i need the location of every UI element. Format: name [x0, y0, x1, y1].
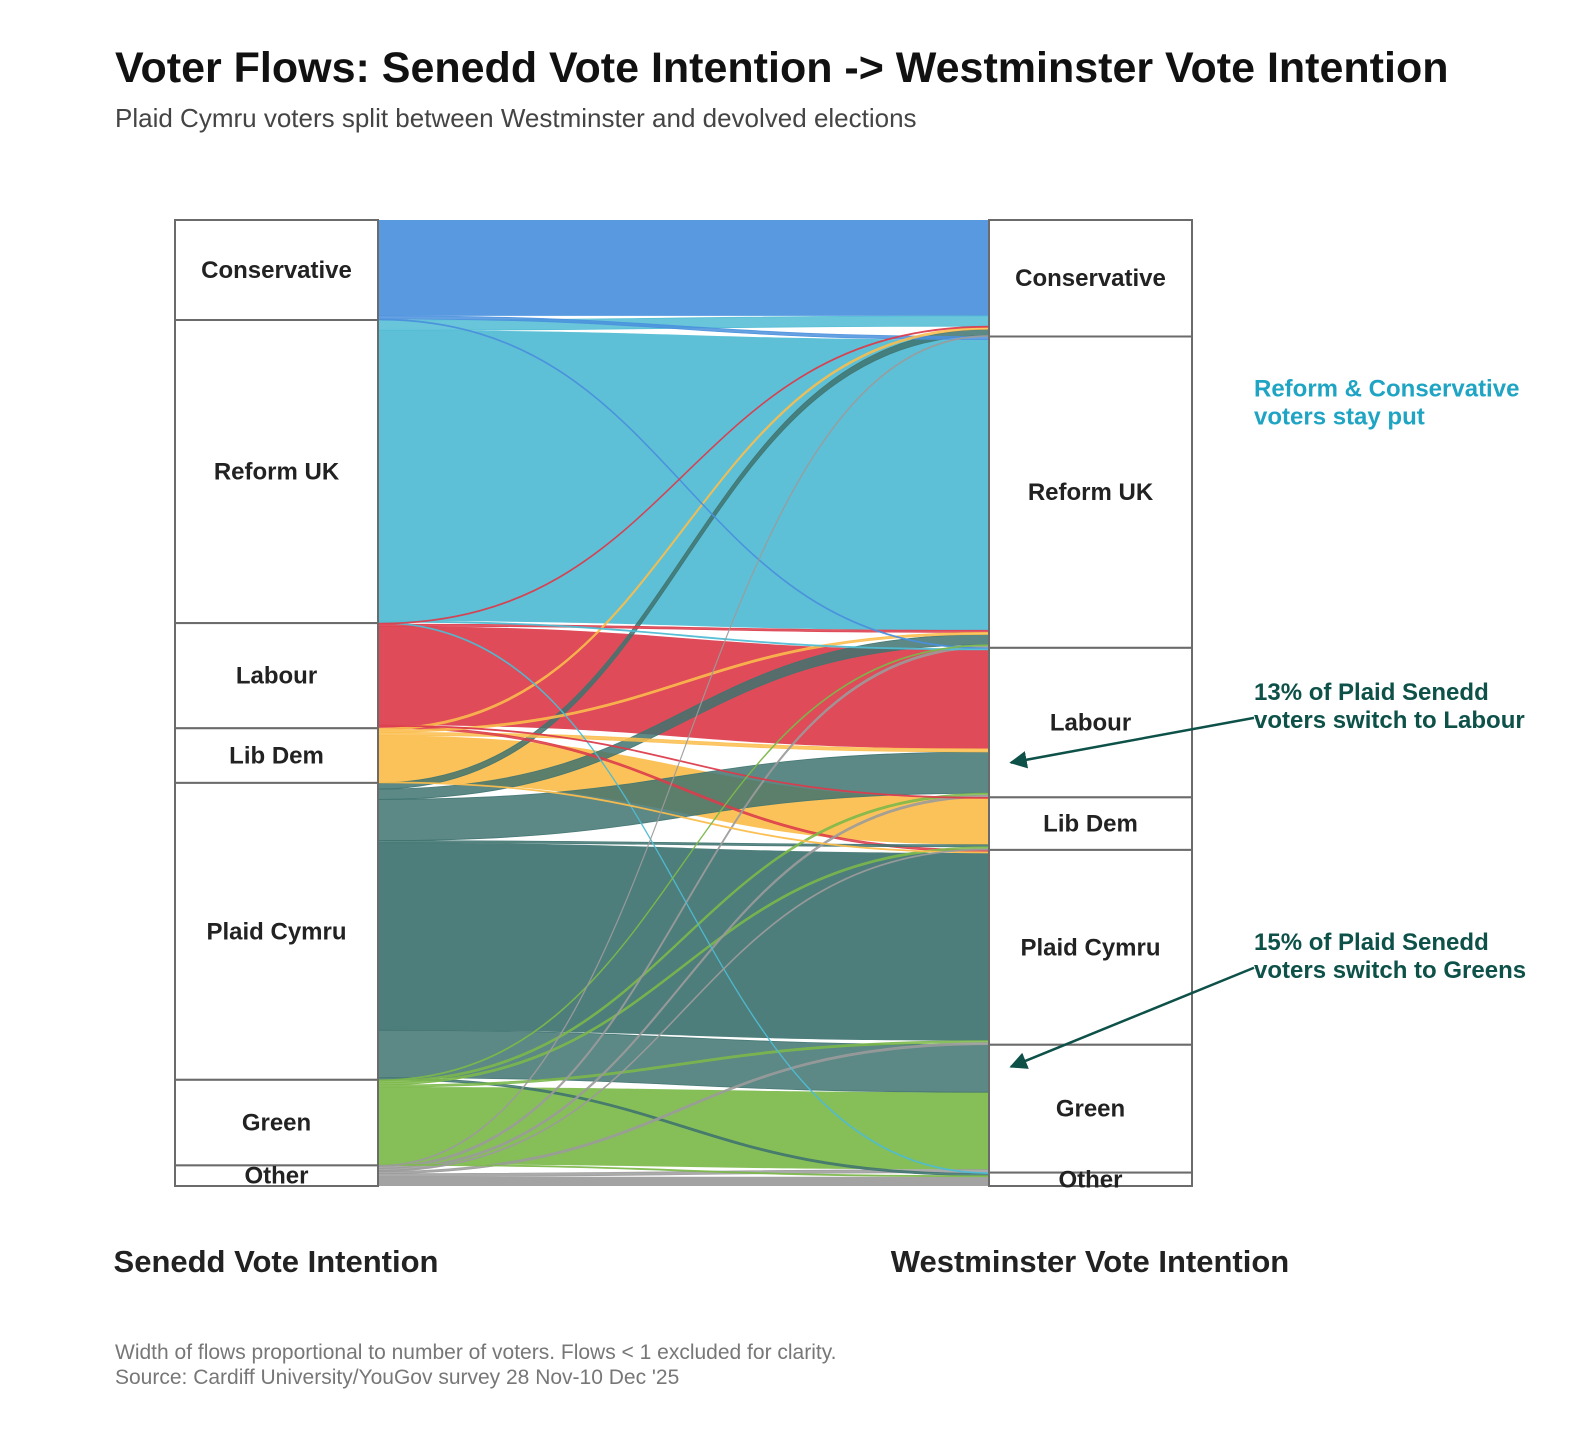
- right-node-label-labour: Labour: [1050, 710, 1131, 737]
- left-node-label-labour: Labour: [236, 663, 317, 690]
- annotation-green-line2: voters switch to Greens: [1254, 957, 1526, 984]
- annotation-reform-uk-line2: voters stay put: [1254, 403, 1425, 430]
- annotation-labour-line2: voters switch to Labour: [1254, 707, 1525, 734]
- right-node-conservative: [988, 219, 1193, 338]
- left-axis-title: Senedd Vote Intention: [114, 1244, 439, 1279]
- left-node-label-green: Green: [242, 1110, 311, 1137]
- right-node-label-plaid-cymru: Plaid Cymru: [1020, 934, 1160, 961]
- right-node-label-reform-uk: Reform UK: [1028, 479, 1154, 506]
- caption-note: Width of flows proportional to number of…: [115, 1341, 837, 1364]
- right-node-other: [988, 1171, 1193, 1188]
- annotation-arrow-green: [1009, 966, 1255, 1069]
- flow-conservative-to-conservative: [378, 220, 989, 316]
- left-node-other: [174, 1164, 379, 1187]
- annotation-green-line1: 15% of Plaid Senedd: [1254, 929, 1489, 956]
- chart-title: Voter Flows: Senedd Vote Intention -> We…: [115, 44, 1449, 92]
- left-node-plaid-cymru: [174, 781, 379, 1081]
- right-node-label-lib-dem: Lib Dem: [1043, 811, 1138, 838]
- flow-plaid-cymru-to-plaid-cymru: [378, 842, 989, 1041]
- annotation-reform-uk-line1: Reform & Conservative: [1254, 375, 1519, 402]
- right-node-label-green: Green: [1056, 1096, 1125, 1123]
- annotation-labour-line1: 13% of Plaid Senedd: [1254, 679, 1489, 706]
- right-node-plaid-cymru: [988, 848, 1193, 1046]
- left-node-label-reform-uk: Reform UK: [214, 459, 340, 486]
- flows-layer: [377, 220, 990, 1186]
- right-node-lib-dem: [988, 796, 1193, 851]
- left-node-label-plaid-cymru: Plaid Cymru: [206, 918, 346, 945]
- left-node-green: [174, 1078, 379, 1167]
- left-node-lib-dem: [174, 727, 379, 784]
- left-node-label-conservative: Conservative: [201, 257, 352, 284]
- flow-other-to-other: [378, 1176, 989, 1186]
- chart-subtitle: Plaid Cymru voters split between Westmin…: [115, 103, 917, 133]
- annotation-arrow-labour: [1009, 716, 1255, 769]
- right-node-label-conservative: Conservative: [1015, 265, 1166, 292]
- left-node-label-lib-dem: Lib Dem: [229, 743, 324, 770]
- left-node-labour: [174, 622, 379, 730]
- left-node-conservative: [174, 219, 379, 322]
- right-axis-title: Westminster Vote Intention: [891, 1244, 1289, 1279]
- right-node-labour: [988, 646, 1193, 799]
- chart-caption: Width of flows proportional to number of…: [115, 1340, 837, 1390]
- right-node-label-other: Other: [1058, 1166, 1122, 1193]
- right-node-reform-uk: [988, 335, 1193, 649]
- flow-green-to-green: [378, 1087, 989, 1170]
- caption-source: Source: Cardiff University/YouGov survey…: [115, 1366, 680, 1390]
- flow-reform-uk-to-reform-uk: [378, 330, 989, 631]
- left-node-label-other: Other: [244, 1163, 308, 1190]
